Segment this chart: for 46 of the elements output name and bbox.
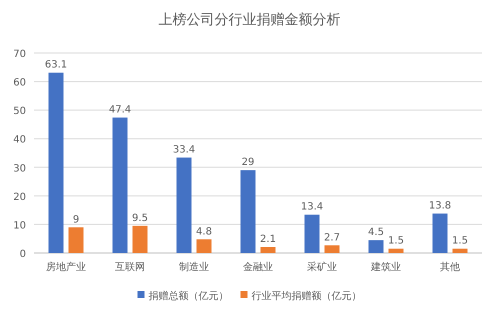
- bar: [112, 118, 128, 253]
- bar: [304, 214, 320, 253]
- data-label: 13.4: [300, 202, 324, 213]
- data-label: 4.8: [196, 226, 212, 238]
- y-tick-label: 30: [13, 163, 26, 174]
- bar: [432, 214, 448, 253]
- bar: [452, 248, 468, 253]
- y-tick-label: 0: [20, 249, 26, 260]
- data-label: 47.4: [108, 104, 132, 116]
- chart-title: 上榜公司分行业捐赠金额分析: [158, 12, 340, 28]
- bar: [388, 248, 404, 253]
- bar: [176, 158, 192, 253]
- y-tick-label: 60: [13, 78, 26, 89]
- legend-label: 捐赠总额（亿元）: [148, 290, 228, 302]
- data-label: 1.5: [452, 236, 468, 247]
- data-label: 2.7: [324, 232, 340, 244]
- bar: [324, 245, 340, 253]
- bar: [48, 72, 64, 253]
- data-label: 4.5: [368, 227, 384, 238]
- x-tick-label: 互联网: [115, 261, 145, 273]
- y-tick-label: 10: [13, 220, 26, 232]
- legend-label: 行业平均捐赠额（亿元）: [252, 290, 362, 302]
- bar: [260, 247, 276, 253]
- y-tick-label: 50: [13, 106, 26, 118]
- data-label: 9.5: [132, 212, 148, 224]
- data-label: 9: [72, 214, 80, 226]
- x-tick-label: 制造业: [179, 261, 209, 273]
- x-tick-label: 金融业: [243, 261, 273, 273]
- data-label: 13.8: [428, 200, 452, 212]
- x-tick-label: 其他: [440, 261, 460, 273]
- y-tick-label: 40: [13, 134, 26, 146]
- bar: [68, 227, 84, 253]
- bar: [196, 239, 212, 253]
- y-tick-label: 70: [13, 49, 26, 60]
- y-tick-label: 20: [13, 192, 26, 203]
- bar: [240, 170, 256, 253]
- data-label: 33.4: [172, 144, 196, 156]
- x-tick-label: 房地产业: [46, 261, 86, 273]
- x-tick-label: 建筑业: [370, 261, 401, 273]
- data-label: 1.5: [388, 236, 404, 247]
- x-tick-label: 采矿业: [307, 261, 337, 273]
- data-label: 63.1: [44, 60, 68, 71]
- bar: [368, 240, 384, 253]
- data-label: 29: [242, 157, 254, 168]
- bar: [132, 226, 148, 253]
- data-label: 2.1: [260, 234, 276, 245]
